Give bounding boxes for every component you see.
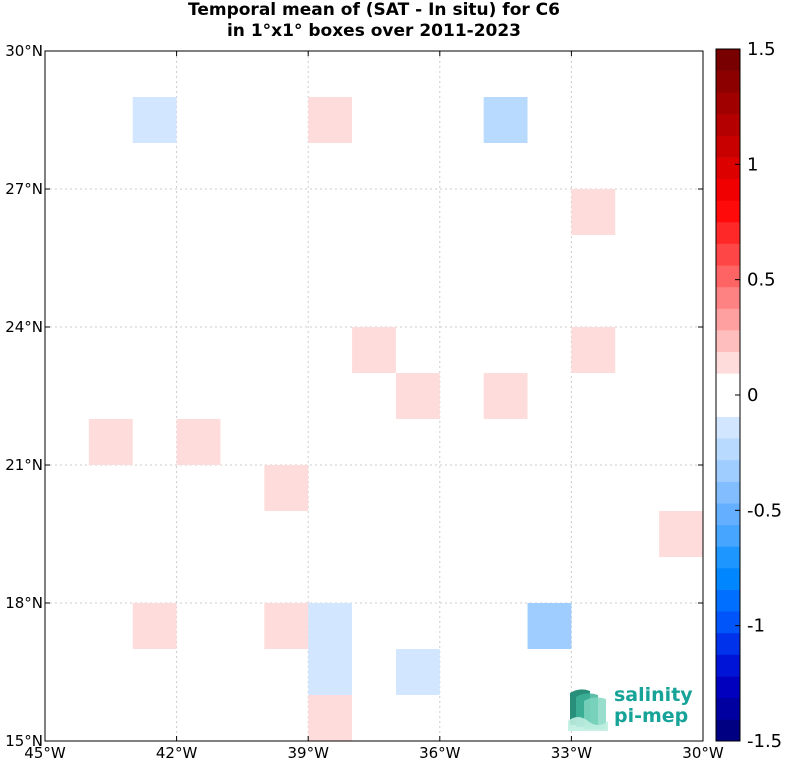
heatmap-cell [395,373,440,419]
heatmap-cells [88,97,703,741]
colorbar-swatch [716,416,740,439]
heatmap-cell [483,373,528,419]
colorbar-swatch [716,459,740,482]
colorbar-tick-label: -1 [747,616,765,637]
colorbar-swatch [716,222,740,244]
heatmap-cell [571,189,616,235]
heatmap-cell [527,603,572,649]
heatmap-cell [132,97,177,143]
colorbar-swatch [716,589,740,612]
axis-ticks: 45°W 42°W 39°W 36°W 33°W 30°W 15°N 18°N 21°N 24°N… [5,42,724,762]
y-tick-label: 24°N [5,318,43,336]
colorbar-swatch [716,308,740,331]
plot-frame [44,50,704,742]
heatmap-cell [395,649,440,695]
heatmap-cell [308,695,353,741]
colorbar-swatch [716,481,740,504]
heatmap-cell [308,97,353,143]
x-tick-label: 33°W [551,744,593,762]
colorbar-swatch [716,719,740,742]
x-tick-label: 30°W [682,744,724,762]
colorbar-swatch [716,286,740,309]
heatmap-cell [132,603,177,649]
colorbar-swatch [716,438,740,461]
colorbar-tick-label: -1.5 [747,731,782,752]
heatmap-cell [571,327,616,373]
colorbar-swatch [716,568,740,590]
y-tick-label: 27°N [5,180,43,198]
heatmap-cell [264,465,309,511]
colorbar-swatch [716,157,740,180]
x-tick-label: 39°W [287,744,329,762]
colorbar-swatch [716,611,740,634]
colorbar-tick-label: 1.5 [747,39,776,60]
colorbar-swatch [716,546,740,569]
heatmap-cell [88,419,133,465]
y-tick-label: 15°N [5,732,43,750]
colorbar-swatch [716,330,740,353]
x-tick-label: 42°W [156,744,198,762]
colorbar-swatch [716,135,740,158]
colorbar-swatch [716,70,740,93]
heatmap-cell [483,97,528,143]
colorbar-swatch [716,200,740,223]
colorbar-swatch [716,113,740,136]
colorbar-swatch [716,49,740,71]
colorbar-tick-label: 0.5 [747,270,776,291]
x-tick-label: 45°W [24,744,66,762]
colorbar-swatch [716,351,740,374]
colorbar-swatch [716,524,740,547]
colorbar-swatch [716,395,740,417]
y-tick-label: 18°N [5,594,43,612]
logo-line1: salinity [614,684,693,706]
chart-subtitle: in 1°x1° boxes over 2011-2023 [226,21,522,41]
colorbar-tick-label: 1 [747,154,758,175]
heatmap-cell [659,511,703,557]
colorbar-swatch [716,632,740,655]
logo-line2: pi-mep [614,705,689,727]
colorbar-swatch [716,92,740,115]
y-tick-label: 21°N [5,456,43,474]
colorbar-swatch [716,503,740,526]
salinity-pimep-logo: salinity pi-mep [566,685,706,733]
colorbar-swatch [716,178,740,201]
heatmap-cell [308,603,353,649]
chart-title: Temporal mean of (SAT - In situ) for C6 [188,0,560,20]
colorbar: 1.5 1 0.5 0 -0.5 -1 -1.5 [715,39,782,752]
colorbar-tick-label: 0 [747,385,758,406]
colorbar-swatch [716,373,740,396]
colorbar-swatch [716,265,740,288]
colorbar-swatch [716,243,740,266]
colorbar-swatch [716,676,740,699]
wave-logo-icon [568,689,608,731]
colorbar-swatch [716,697,740,720]
heatmap-cell [264,603,309,649]
heatmap-cell [176,419,221,465]
colorbar-swatch [716,654,740,677]
x-tick-label: 36°W [419,744,461,762]
heatmap-cell [352,327,396,373]
y-tick-label: 30°N [5,42,43,60]
colorbar-tick-label: -0.5 [747,500,782,521]
heatmap-cell [308,649,353,695]
